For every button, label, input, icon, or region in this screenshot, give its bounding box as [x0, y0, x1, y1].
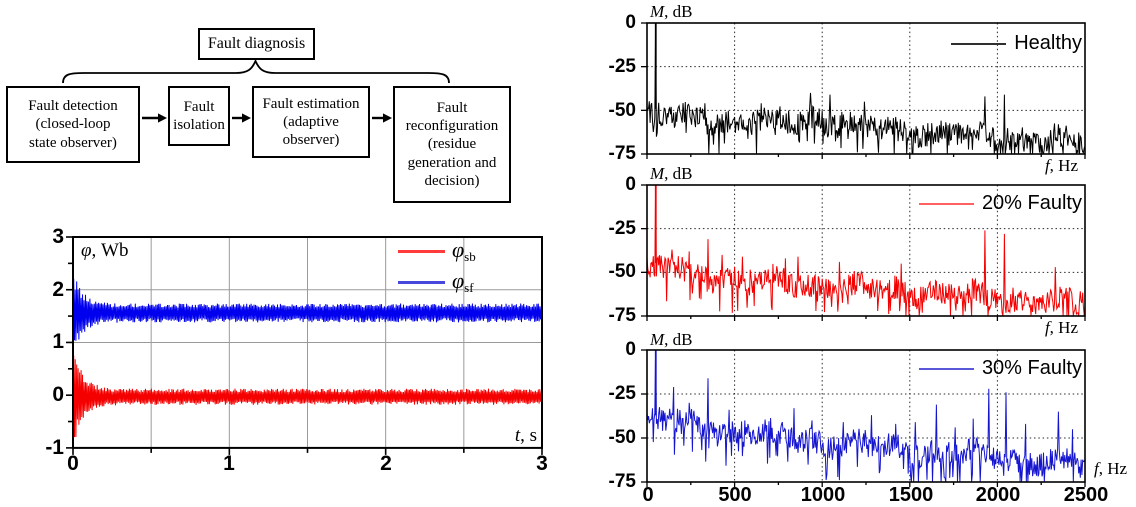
flux-ytick-2: 2 — [52, 278, 64, 301]
spectrum-plot-1 — [641, 22, 1086, 159]
series-phi_sb — [72, 355, 543, 441]
spectrum-2-xlabel: f, Hz — [1032, 318, 1078, 338]
spectrum-3-ytick-m50: -50 — [608, 427, 636, 448]
flux-xtick-2: 2 — [380, 452, 392, 475]
spectrum-1-legend-line — [951, 42, 1007, 45]
spectrum-3-xtick-2000: 2000 — [975, 484, 1021, 506]
spectrum-2-ytick-m25: -25 — [608, 218, 636, 239]
flux-xlabel-var: t — [514, 425, 521, 446]
series-20% Faulty — [646, 184, 1086, 317]
spectrum-1-legend-label: Healthy — [1014, 32, 1082, 54]
flux-legend-line-sf — [398, 281, 445, 284]
flux-ylabel: φ, Wb — [81, 240, 128, 262]
spectrum-plot-3 — [641, 349, 1086, 487]
spectrum-2-ylabel-unit: , dB — [664, 164, 693, 183]
spectrum-2-legend-line — [918, 202, 974, 205]
spectrum-3-legend-line — [918, 367, 974, 370]
spectrum-3-ylabel-var: M — [650, 330, 665, 349]
spectrum-3-ytick-m75: -75 — [608, 471, 636, 492]
spectrum-1-ytick-0: 0 — [625, 12, 636, 33]
spectrum-3-xlabel: f, Hz — [1094, 459, 1127, 479]
flux-xlabel-unit: , s — [520, 425, 537, 446]
spectrum-2-ytick-m75: -75 — [608, 305, 636, 326]
spectrum-3-ylabel-unit: , dB — [664, 330, 693, 349]
spectrum-1-ytick-m75: -75 — [608, 143, 636, 164]
spectrum-2-legend: 20% Faulty — [892, 192, 1082, 215]
spectrum-3-xtick-500: 500 — [718, 484, 752, 506]
flux-xtick-1: 1 — [223, 452, 235, 475]
flowchart-box-fault-reconfiguration: Fault reconfiguration (residue generatio… — [393, 86, 511, 203]
series-30% Faulty — [646, 349, 1086, 483]
spectrum-3-xtick-1500: 1500 — [888, 484, 934, 506]
flux-xtick-0: 0 — [67, 452, 79, 475]
spectrum-2-legend-label: 20% Faulty — [981, 192, 1082, 214]
spectrum-3-xlabel-var: f — [1094, 459, 1099, 478]
series-phi_sf — [72, 278, 543, 352]
flux-legend-line-sb — [398, 250, 445, 253]
flux-ylabel-unit: , Wb — [91, 240, 129, 261]
spectrum-3-ytick-0: 0 — [625, 339, 636, 360]
spectrum-2-ylabel-var: M — [650, 164, 665, 183]
spectrum-3-xtick-2500: 2500 — [1063, 484, 1109, 506]
flowchart-box-fault-detection: Fault detection (closed-loop state obser… — [6, 86, 140, 163]
flowchart-box-fault-estimation: Fault estimation (adaptive observer) — [252, 86, 370, 158]
flux-ytick-0: 0 — [52, 383, 64, 406]
spectrum-3-ytick-m25: -25 — [608, 383, 636, 404]
flux-legend-label-sb: φsb — [452, 237, 476, 265]
flowchart-connectors — [62, 58, 450, 123]
spectrum-3-xlabel-unit: , Hz — [1098, 459, 1128, 478]
spectrum-3-legend-label: 30% Faulty — [981, 357, 1082, 379]
flux-legend-sf-subscript: sf — [464, 280, 474, 296]
flux-ytick-m1: -1 — [45, 436, 64, 459]
spectrum-1-xlabel-unit: , Hz — [1049, 156, 1078, 175]
flux-legend-sb-symbol: φ — [452, 237, 465, 262]
flux-legend-label-sf: φsf — [452, 268, 474, 296]
spectrum-3-xtick-0: 0 — [642, 484, 654, 506]
spectrum-2-ylabel: M, dB — [650, 164, 693, 184]
flux-ytick-1: 1 — [52, 330, 64, 353]
flux-legend-sb-subscript: sb — [464, 249, 476, 265]
series-Healthy — [646, 22, 1086, 155]
flux-ytick-3: 3 — [52, 225, 64, 248]
spectrum-3-xtick-1000: 1000 — [800, 484, 846, 506]
flux-xtick-3: 3 — [536, 452, 548, 475]
spectrum-1-ytick-m25: -25 — [608, 56, 636, 77]
flux-xlabel: t, s — [495, 425, 537, 447]
spectrum-3-legend: 30% Faulty — [892, 357, 1082, 380]
flux-legend-sf-symbol: φ — [452, 268, 465, 293]
flux-chart-plot — [66, 236, 543, 455]
spectrum-1-xlabel: f, Hz — [1032, 156, 1078, 176]
spectrum-1-ylabel-unit: , dB — [664, 2, 693, 21]
spectrum-plot-2 — [641, 184, 1086, 321]
spectrum-2-xlabel-var: f — [1044, 318, 1050, 337]
spectrum-1-ytick-m50: -50 — [608, 100, 636, 121]
spectrum-1-ylabel: M, dB — [650, 2, 693, 22]
spectrum-3-ylabel: M, dB — [650, 330, 693, 350]
spectrum-2-xlabel-unit: , Hz — [1049, 318, 1078, 337]
spectrum-1-legend: Healthy — [892, 32, 1082, 55]
spectrum-2-ytick-0: 0 — [625, 174, 636, 195]
flowchart-box-fault-isolation: Fault isolation — [168, 86, 230, 146]
spectrum-2-ytick-m50: -50 — [608, 261, 636, 282]
flowchart-box-fault-diagnosis: Fault diagnosis — [198, 28, 315, 60]
spectrum-1-xlabel-var: f — [1044, 156, 1050, 175]
spectrum-1-ylabel-var: M — [650, 2, 665, 21]
flux-ylabel-var: φ — [81, 240, 92, 261]
